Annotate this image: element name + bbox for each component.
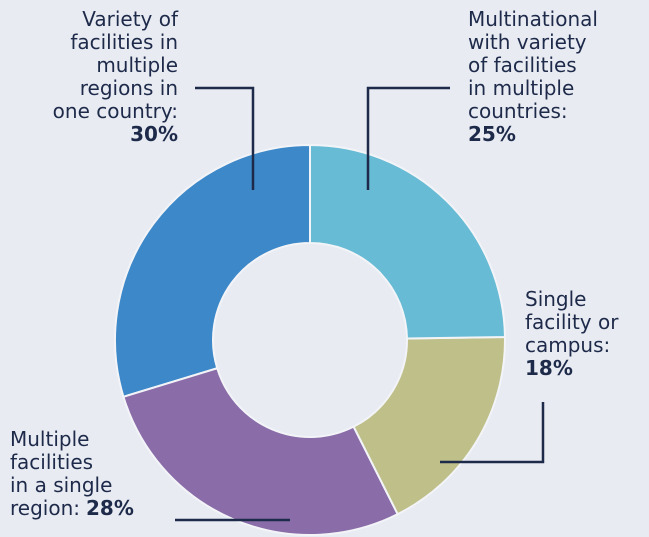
donut-segment <box>122 367 400 536</box>
donut-segment <box>309 143 506 340</box>
leader-line <box>366 86 450 190</box>
leader-lines <box>175 86 545 522</box>
donut-segment <box>114 143 311 399</box>
label: Multinational with variety of facilities… <box>468 8 598 146</box>
label: Variety of facilities in multiple region… <box>53 8 178 146</box>
category-label: Variety of facilities in multiple region… <box>52 7 178 123</box>
value-label: 25% <box>468 122 516 146</box>
category-label: Multinational with variety of facilities… <box>468 7 598 123</box>
value-label: 18% <box>525 356 573 380</box>
value-label: 28% <box>86 496 134 520</box>
leader-line <box>195 86 255 190</box>
label: Single facility or campus: 18% <box>525 288 618 380</box>
donut-segment <box>352 335 506 516</box>
leader-line <box>440 402 545 464</box>
category-label: Multiple facilities in a single region: <box>10 427 113 520</box>
value-label: 30% <box>130 122 178 146</box>
label: Multiple facilities in a single region: 2… <box>10 428 134 520</box>
category-label: Single facility or campus: <box>525 287 619 357</box>
